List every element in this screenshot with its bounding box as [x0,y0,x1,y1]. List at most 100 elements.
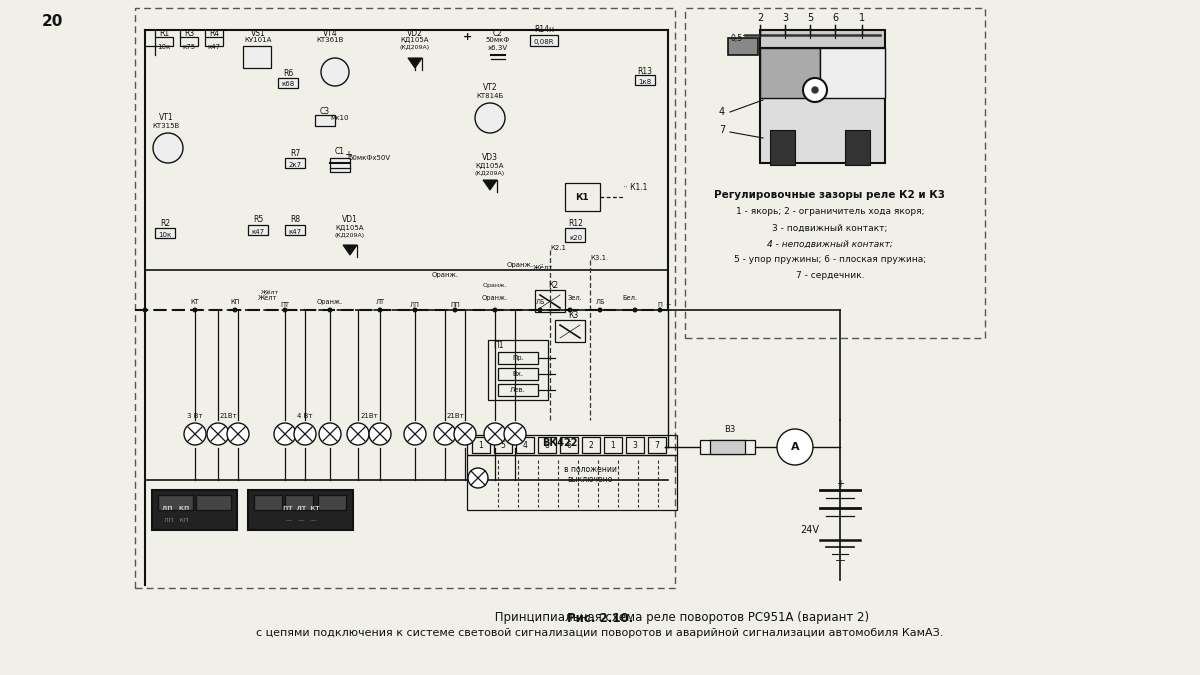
Circle shape [452,308,457,313]
Text: VD3: VD3 [482,153,498,163]
Bar [180,37,198,46]
Text: -: - [144,302,146,308]
Text: КТ814Б: КТ814Б [476,93,504,99]
Bar [158,495,193,510]
Text: C1: C1 [335,148,346,157]
Text: выключено: выключено [568,475,613,485]
Text: 7 - сердечник.: 7 - сердечник. [796,271,864,281]
Text: ЛП: ЛП [410,302,420,308]
Text: R1: R1 [158,28,169,38]
Bar [196,495,230,510]
Bar [604,437,622,453]
Polygon shape [408,58,422,68]
Text: Оранж.: Оранж. [317,299,343,305]
Text: ЛБ: ЛБ [535,299,545,305]
Circle shape [413,308,418,313]
Text: 2: 2 [757,13,763,23]
Circle shape [568,308,572,313]
Text: КД105А: КД105А [401,37,430,43]
Text: 1к8: 1к8 [638,79,652,85]
Bar [845,130,870,165]
Text: +: + [665,302,671,308]
Text: Оранж.: Оранж. [482,295,508,301]
Circle shape [803,78,827,102]
Bar [554,320,586,342]
Bar [242,46,271,68]
Circle shape [504,423,526,445]
Text: (КД209А): (КД209А) [475,171,505,176]
Bar [472,437,490,453]
Text: 4: 4 [719,107,725,117]
Bar [530,35,558,46]
Text: 5: 5 [806,13,814,23]
Bar [155,37,173,46]
Text: 24V: 24V [800,525,820,535]
Text: ·· К1.1: ·· К1.1 [623,184,647,192]
Text: КТ315В: КТ315В [152,123,180,129]
Bar [685,8,985,338]
Text: К2.1: К2.1 [550,245,566,251]
Polygon shape [728,38,758,55]
Text: +: + [344,150,352,160]
Text: КД105А: КД105А [336,225,365,231]
Circle shape [778,429,814,465]
Circle shape [208,423,229,445]
Text: R7: R7 [290,149,300,159]
Circle shape [370,423,391,445]
Text: 50мкФ: 50мкФ [486,37,510,43]
Text: (КД209А): (КД209А) [400,45,430,51]
Text: Лев.: Лев. [510,387,526,393]
Text: к68: к68 [281,81,295,87]
Text: к47: к47 [288,229,301,235]
Text: х6.3V: х6.3V [488,45,508,51]
Bar [565,228,586,242]
Bar [467,435,677,455]
Bar [278,78,298,88]
Bar [582,437,600,453]
Text: КД105А: КД105А [475,163,504,169]
Text: В3: В3 [725,425,736,435]
Circle shape [434,423,456,445]
Text: 0,5: 0,5 [731,34,743,43]
Text: Регулировочные зазоры реле К2 и К3: Регулировочные зазоры реле К2 и К3 [714,190,946,200]
Text: R13: R13 [637,67,653,76]
Circle shape [227,423,250,445]
Text: 1: 1 [611,441,616,450]
Text: C3: C3 [320,107,330,115]
Text: C2: C2 [493,28,503,38]
Bar [538,437,556,453]
Text: 6: 6 [566,441,571,450]
Bar [286,495,313,510]
Text: с цепями подключения к системе световой сигнализации поворотов и аварийной сигна: с цепями подключения к системе световой … [257,628,943,638]
Text: 1: 1 [479,441,484,450]
Text: ЛТ: ЛТ [376,299,384,305]
Text: Пр.: Пр. [512,355,524,361]
Text: Вх.: Вх. [512,371,523,377]
Bar [318,495,346,510]
Text: ЛБ: ЛБ [595,299,605,305]
Bar [760,48,886,163]
Circle shape [492,308,498,313]
Text: Оранж.: Оранж. [506,262,534,268]
Circle shape [184,423,206,445]
Circle shape [319,423,341,445]
Text: А: А [791,442,799,452]
Bar [494,437,512,453]
Text: 20: 20 [41,14,62,30]
Text: 21Вт: 21Вт [360,413,378,419]
Circle shape [154,133,182,163]
Circle shape [378,308,383,313]
Circle shape [347,423,370,445]
Circle shape [598,308,602,313]
Bar [516,437,534,453]
Bar [314,115,335,126]
Circle shape [294,423,316,445]
Bar [467,455,677,510]
Text: КП: КП [230,299,240,305]
Circle shape [192,308,198,313]
Text: в положении: в положении [564,466,617,475]
Text: 3 - подвижный контакт;: 3 - подвижный контакт; [773,223,888,232]
Text: —   —   —: — — — [286,518,317,522]
Text: 21Вт: 21Вт [220,413,236,419]
Text: 4: 4 [522,441,528,450]
